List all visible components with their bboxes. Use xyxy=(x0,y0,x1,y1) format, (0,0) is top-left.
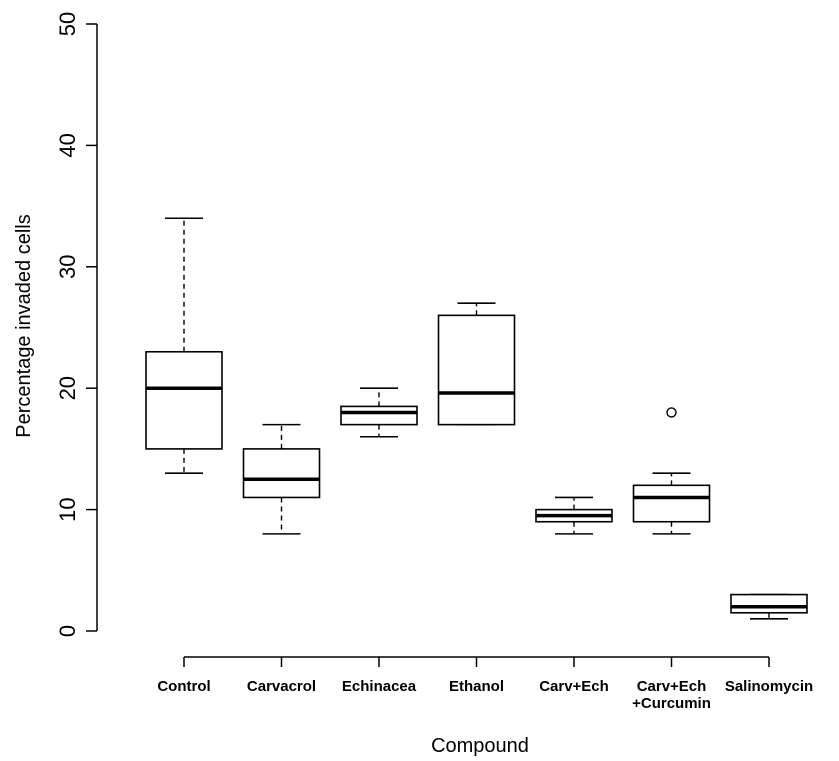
y-tick-label-10: 10 xyxy=(55,497,80,521)
box-5 xyxy=(632,484,711,523)
y-axis: 0 10 20 30 40 50 xyxy=(55,12,98,637)
y-tick-label-20: 20 xyxy=(55,376,80,400)
box-group-1 xyxy=(242,423,321,535)
box-group-5 xyxy=(632,407,711,535)
box-1 xyxy=(242,448,321,499)
y-axis-title: Percentage invaded cells xyxy=(13,214,35,437)
x-tick-label-5: Carv+Ech +Curcumin xyxy=(632,678,711,712)
x-tick-label-0: Control xyxy=(157,678,210,695)
x-tick-label-1: Carvacrol xyxy=(247,678,316,695)
outlier-point-5-0 xyxy=(666,407,677,418)
box-group-4 xyxy=(535,496,613,535)
box-group-2 xyxy=(340,387,418,438)
box-group-6 xyxy=(730,593,808,620)
box-plot-groups xyxy=(145,217,808,620)
box-2 xyxy=(340,405,418,426)
x-tick-label-2: Echinacea xyxy=(342,678,417,695)
x-tick-label-4: Carv+Ech xyxy=(539,678,609,695)
x-tick-label-3: Ethanol xyxy=(449,678,504,695)
box-0 xyxy=(145,350,223,450)
y-tick-label-50: 50 xyxy=(55,12,80,36)
y-tick-label-30: 30 xyxy=(55,255,80,279)
x-axis: Control Carvacrol Echinacea Ethanol Carv+Ech… xyxy=(157,656,813,712)
box-6 xyxy=(730,593,808,614)
x-axis-title: Compound xyxy=(431,735,529,757)
box-3 xyxy=(437,314,516,426)
y-tick-label-40: 40 xyxy=(55,133,80,157)
box-group-3 xyxy=(437,302,516,426)
box-group-0 xyxy=(145,217,223,474)
x-tick-label-6: Salinomycin xyxy=(725,678,813,695)
y-tick-label-0: 0 xyxy=(55,625,80,637)
